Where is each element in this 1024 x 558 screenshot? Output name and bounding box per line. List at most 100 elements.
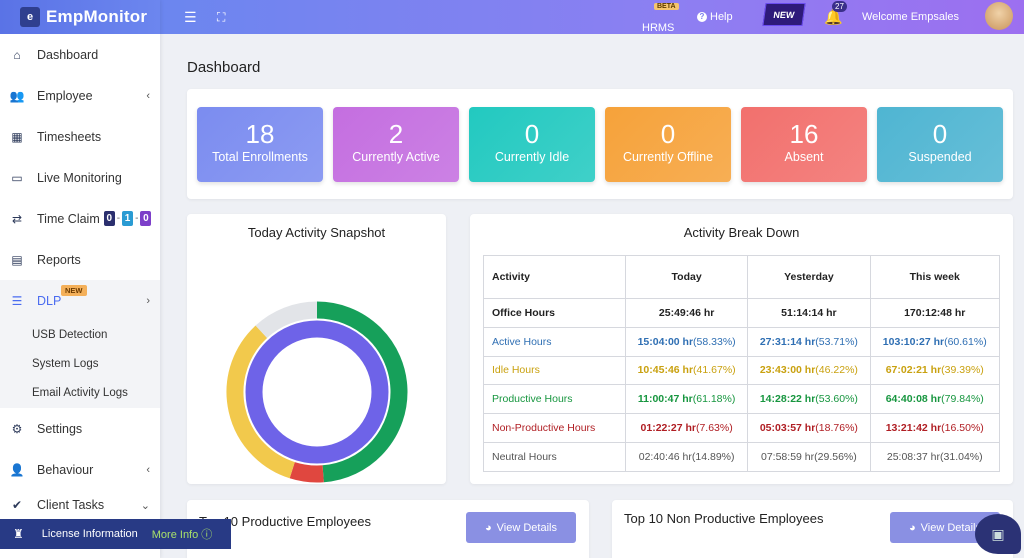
chevron-icon: ‹ [146, 463, 150, 476]
help-link[interactable]: ? Help [697, 0, 733, 34]
count-badge: 0 [103, 211, 115, 226]
table-row: Non-Productive Hours 01:22:27 hr(7.63%) 05… [483, 413, 1000, 443]
table-row: Active Hours 15:04:00 hr(58.33%) 27:31:14 … [483, 326, 1000, 357]
chevron-icon: ‹ [146, 89, 150, 102]
info-icon: ⓘ [201, 529, 213, 541]
cell-yest: 05:03:57 hr(18.76%) [747, 413, 871, 443]
menu-toggle-icon[interactable]: ☰ [184, 8, 197, 25]
sidebar-item-dashboard[interactable]: ⌂ Dashboard [0, 34, 160, 75]
cell-yest: 14:28:22 hr(53.60%) [747, 384, 871, 415]
productive-view-details-button[interactable]: ◕ View Details [466, 512, 576, 543]
logo-text: EmpMonitor [46, 7, 148, 26]
sidebar-item-reports[interactable]: ▤ Reports [0, 239, 160, 280]
table-header: Yesterday [747, 255, 871, 299]
avatar[interactable] [985, 2, 1013, 30]
sidebar-subitem-system-logs[interactable]: System Logs [0, 350, 160, 379]
sidebar-subitem-usb-detection[interactable]: USB Detection [0, 321, 160, 350]
tasks-icon: ✔ [11, 498, 23, 512]
home-icon: ⌂ [13, 47, 21, 62]
help-icon: ? [697, 12, 707, 22]
stat-card-currently-active[interactable]: 2 Currently Active [333, 107, 459, 182]
cell-yest: 51:14:14 hr [747, 298, 871, 328]
sidebar-item-timesheets[interactable]: ▦ Timesheets [0, 116, 160, 157]
user-gear-icon: 👤 [9, 462, 25, 477]
cell-today: 11:00:47 hr(61.18%) [624, 384, 749, 415]
sidebar-item-live-monitoring[interactable]: ▭ Live Monitoring [0, 157, 160, 198]
cell-today: 01:22:27 hr(7.63%) [624, 413, 749, 443]
stat-label: Currently Offline [622, 150, 714, 164]
time-claim-counts: 0-1-0 [103, 211, 152, 226]
donut-inner-ring[interactable] [245, 320, 389, 464]
sidebar-subitem-email-activity-logs[interactable]: Email Activity Logs [0, 379, 160, 408]
table-header: Today [624, 255, 749, 299]
cell-today: 15:04:00 hr(58.33%) [624, 326, 749, 357]
stat-label: Currently Active [352, 150, 440, 164]
donut-slice-idle[interactable] [226, 325, 296, 479]
breakdown-title: Activity Break Down [683, 225, 800, 240]
stat-card-currently-offline[interactable]: 0 Currently Offline [605, 107, 731, 182]
stat-value: 0 [660, 119, 676, 149]
chat-widget-icon[interactable]: ▣ [975, 514, 1021, 554]
sidebar-item-client-tasks[interactable]: ✔ Client Tasks ⌄ [0, 490, 160, 520]
sidebar-item-settings[interactable]: ⚙ Settings [0, 408, 160, 449]
sidebar-item-employee[interactable]: 👥 Employee ‹ [0, 75, 160, 116]
sidebar-item-label: Time Claim [37, 211, 100, 226]
stat-card-absent[interactable]: 16 Absent [741, 107, 867, 182]
beta-badge: BETA [654, 3, 679, 10]
stats-card: 18 Total Enrollments 2 Currently Active 0 Cur… [187, 89, 1013, 199]
more-info-link[interactable]: More Info ⓘ [151, 529, 213, 541]
sliders-icon: ☰ [11, 293, 23, 308]
sidebar-item-time-claim[interactable]: ⇄ Time Claim 0-1-0 [0, 198, 160, 239]
stat-value: 0 [932, 119, 948, 149]
sidebar-item-label: DLP [37, 293, 62, 308]
cell-week: 103:10:27 hr(60.61%) [869, 326, 1000, 357]
users-icon: 👥 [9, 88, 25, 103]
logo-icon: e [20, 7, 40, 27]
swap-icon: ⇄ [11, 211, 23, 226]
activity-snapshot-card: Today Activity Snapshot [187, 214, 446, 484]
activity-name: Active Hours [483, 326, 626, 357]
table-row: Neutral Hours 02:40:46 hr(14.89%) 07:58:59… [483, 441, 1000, 472]
activity-name: Non-Productive Hours [483, 413, 626, 443]
cell-today: 10:45:46 hr(41.67%) [624, 355, 749, 386]
stat-card-total-enrollments[interactable]: 18 Total Enrollments [197, 107, 323, 182]
stat-label: Absent [784, 150, 824, 164]
fullscreen-icon[interactable]: ⛶ [217, 9, 226, 24]
donut-slice-non-productive[interactable] [289, 461, 324, 483]
activity-name: Productive Hours [483, 384, 626, 415]
cell-yest: 23:43:00 hr(46.22%) [747, 355, 871, 386]
stat-value: 2 [388, 119, 404, 149]
table-header: This week [869, 255, 1000, 299]
sidebar-item-dlp[interactable]: ☰ DLP NEW › [0, 280, 160, 321]
license-info-bar[interactable]: ♜ License Information More Info ⓘ [0, 519, 231, 549]
cell-today: 02:40:46 hr(14.89%) [624, 441, 749, 472]
sidebar-item-label: Live Monitoring [37, 170, 122, 185]
bell-icon[interactable]: 🔔 [824, 9, 843, 26]
hrms-link[interactable]: BETA HRMS [642, 3, 679, 38]
donut-slice-productive[interactable] [316, 301, 408, 483]
stat-label: Currently Idle [494, 150, 570, 164]
stat-value: 0 [524, 119, 540, 149]
sidebar-item-label: Behaviour [37, 462, 94, 477]
chart-pie-icon: ◕ [485, 521, 492, 534]
logo[interactable]: e EmpMonitor [0, 0, 160, 34]
activity-donut-chart[interactable] [187, 214, 446, 484]
welcome-text: Welcome Empsales [862, 11, 960, 23]
productive-title: Top 10 Productive Employees [199, 514, 371, 529]
cell-week: 13:21:42 hr(16.50%) [869, 413, 1000, 443]
stat-label: Suspended [908, 150, 972, 164]
chevron-icon: ⌄ [140, 499, 150, 512]
sidebar-item-label: Client Tasks [37, 498, 105, 512]
donut-slice-neutral[interactable] [255, 301, 318, 339]
cell-yest: 07:58:59 hr(29.56%) [747, 441, 871, 472]
stat-value: 16 [789, 119, 819, 149]
stat-card-suspended[interactable]: 0 Suspended [877, 107, 1003, 182]
count-badge: 1 [122, 211, 134, 226]
activity-name: Office Hours [483, 298, 626, 328]
new-flag-badge[interactable]: NEW [762, 3, 806, 26]
sidebar-item-behaviour[interactable]: 👤 Behaviour ‹ [0, 449, 160, 490]
cell-today: 25:49:46 hr [624, 298, 749, 328]
monitor-icon: ▭ [11, 170, 23, 185]
stat-card-currently-idle[interactable]: 0 Currently Idle [469, 107, 595, 182]
stat-label: Total Enrollments [212, 150, 308, 164]
